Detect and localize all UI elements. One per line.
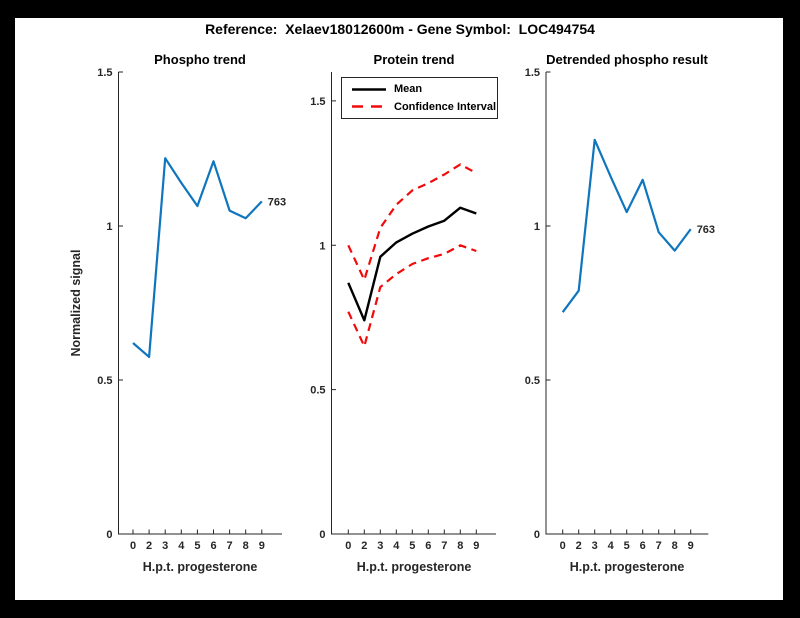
legend-entry-mean: Mean bbox=[352, 83, 497, 95]
legend-entry-confidence-interval: Confidence Interval bbox=[352, 101, 497, 113]
solid-line-swatch-icon bbox=[352, 88, 386, 91]
dashed-line-swatch-icon bbox=[352, 105, 386, 108]
legend-label: Confidence Interval bbox=[394, 100, 497, 113]
subplot-title-phospho: Phospho trend bbox=[154, 52, 246, 67]
legend-label: Mean bbox=[394, 83, 423, 96]
subplot-title-detrended: Detrended phospho result bbox=[546, 52, 708, 67]
x-axis-label-3: H.p.t. progesterone bbox=[569, 560, 685, 574]
legend: Mean Confidence Interval bbox=[341, 77, 498, 119]
x-axis-label-2: H.p.t. progesterone bbox=[356, 560, 472, 574]
figure-title: Reference: Xelaev18012600m - Gene Symbol… bbox=[205, 21, 595, 37]
subplot-title-protein: Protein trend bbox=[373, 52, 455, 67]
x-axis-label-1: H.p.t. progesterone bbox=[142, 560, 258, 574]
